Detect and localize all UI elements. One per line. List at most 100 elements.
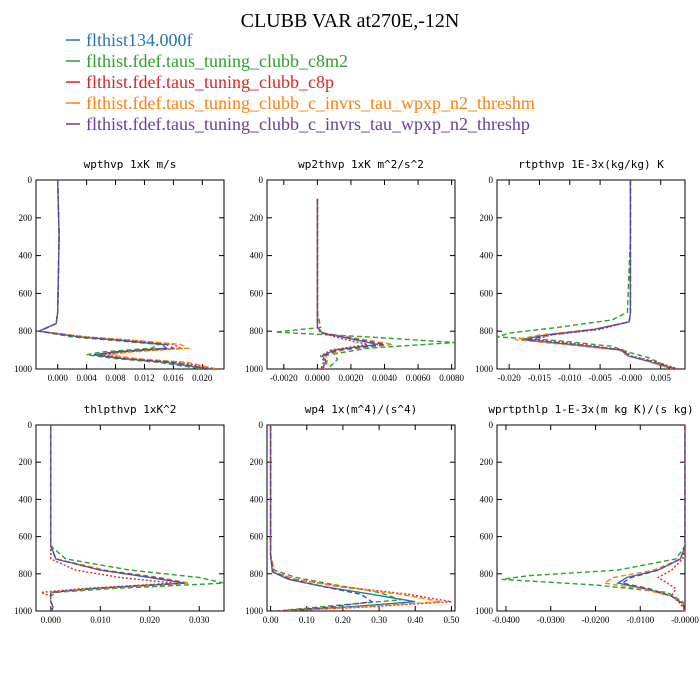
- series-line-5: [269, 425, 374, 611]
- x-tick-label: 0.008: [105, 373, 126, 383]
- y-tick-label: 1000: [14, 364, 33, 374]
- y-tick-label: 400: [19, 494, 33, 504]
- y-tick-label: 800: [250, 569, 264, 579]
- series-line-1: [50, 425, 185, 611]
- x-tick-label: -0.0200: [582, 615, 610, 625]
- y-tick-label: 600: [250, 288, 264, 298]
- series-line-1: [616, 425, 685, 611]
- panel-title: thlpthvp 1xK^2: [84, 403, 177, 416]
- x-tick-label: 0.0080: [439, 373, 464, 383]
- y-tick-label: 600: [480, 532, 494, 542]
- series-group: [269, 425, 452, 611]
- y-tick-label: 800: [480, 569, 494, 579]
- y-tick-label: 400: [19, 251, 33, 261]
- x-tick-label: 0.0040: [372, 373, 397, 383]
- x-tick-label: 0.0000: [305, 373, 330, 383]
- y-tick-label: 200: [480, 213, 494, 223]
- x-tick-label: 0.005: [651, 373, 672, 383]
- x-tick-label: 0.10: [299, 615, 315, 625]
- series-line-3: [316, 198, 368, 369]
- series-line-5: [36, 180, 210, 369]
- plot-frame: [35, 424, 225, 612]
- x-tick-label: -0.0400: [492, 615, 520, 625]
- series-line-3: [40, 425, 175, 611]
- x-tick-label: 0.016: [163, 373, 184, 383]
- x-tick-label: 0.010: [90, 615, 111, 625]
- x-tick-label: 0.020: [192, 373, 213, 383]
- y-tick-label: 0: [28, 420, 33, 430]
- y-tick-label: 800: [480, 326, 494, 336]
- y-tick-label: 400: [480, 251, 494, 261]
- series-line-1: [269, 425, 416, 611]
- y-tick-label: 1000: [475, 606, 494, 616]
- x-tick-label: -0.010: [558, 373, 582, 383]
- x-tick-label: 0.30: [371, 615, 387, 625]
- series-line-2: [501, 425, 685, 611]
- series-line-4: [36, 180, 217, 369]
- x-tick-label: 0.004: [76, 373, 97, 383]
- x-tick-label: 0.020: [140, 615, 161, 625]
- y-tick-label: 200: [19, 457, 33, 467]
- x-tick-label: -0.0300: [537, 615, 565, 625]
- panel-1: wpthvp 1xK m/s 0 200 400 600 800 1000 0.000 0.00…: [14, 158, 225, 383]
- series-line-4: [602, 425, 685, 611]
- y-tick-label: 0: [259, 420, 264, 430]
- y-tick-label: 0: [489, 420, 494, 430]
- y-tick-label: 200: [250, 457, 264, 467]
- panel-title: wp2thvp 1xK m^2/s^2: [298, 158, 424, 171]
- y-tick-label: 800: [250, 326, 264, 336]
- series-group: [40, 425, 224, 611]
- x-tick-label: 0.20: [335, 615, 351, 625]
- plot-frame: [266, 424, 456, 612]
- y-tick-label: 200: [19, 213, 33, 223]
- series-line-4: [269, 425, 441, 611]
- figure-title: CLUBB VAR at270E,-12N: [241, 10, 460, 32]
- plot-frame: [496, 424, 686, 612]
- x-tick-label: 0.00: [263, 615, 279, 625]
- x-tick-label: -0.0000: [671, 615, 699, 625]
- panel-title: wp4 1x(m^4)/(s^4): [305, 403, 418, 416]
- y-tick-label: 1000: [14, 606, 33, 616]
- x-tick-label: -0.000: [619, 373, 643, 383]
- panel-title: rtpthvp 1E-3x(kg/kg) K: [518, 158, 664, 171]
- legend: flthist134.000fflthist.fdef.taus_tuning_…: [66, 30, 535, 134]
- series-line-2: [269, 425, 402, 611]
- series-line-1: [316, 198, 378, 369]
- y-tick-label: 800: [19, 569, 33, 579]
- series-line-5: [316, 198, 385, 369]
- y-tick-label: 1000: [245, 364, 264, 374]
- series-group: [497, 180, 680, 369]
- y-tick-label: 600: [480, 288, 494, 298]
- legend-entry: flthist.fdef.taus_tuning_clubb_c8m2: [86, 51, 348, 71]
- legend-entry: flthist.fdef.taus_tuning_clubb_c_invrs_t…: [86, 114, 530, 134]
- plot-frame: [35, 179, 225, 370]
- series-line-4: [50, 425, 190, 611]
- panel-6: wprtpthlp 1-E-3x(m kg K)/(s kg) 0 200 400 60…: [475, 403, 699, 625]
- y-tick-label: 1000: [475, 364, 494, 374]
- series-line-1: [521, 180, 674, 369]
- y-tick-label: 0: [259, 175, 264, 185]
- x-tick-label: -0.015: [528, 373, 552, 383]
- panel-title: wprtpthlp 1-E-3x(m kg K)/(s kg): [488, 403, 693, 416]
- y-tick-label: 0: [489, 175, 494, 185]
- x-tick-label: -0.0100: [626, 615, 654, 625]
- series-line-3: [656, 425, 685, 611]
- y-tick-label: 1000: [245, 606, 264, 616]
- y-tick-label: 0: [28, 175, 33, 185]
- plot-frame: [266, 179, 456, 370]
- panel-4: thlpthvp 1xK^2 0 200 400 600 800 1000 0.000 0.01…: [14, 403, 225, 625]
- legend-entry: flthist.fdef.taus_tuning_clubb_c_invrs_t…: [86, 93, 535, 113]
- plot-frame: [496, 179, 686, 370]
- x-tick-label: 0.0020: [339, 373, 364, 383]
- series-line-5: [50, 425, 185, 611]
- y-tick-label: 200: [250, 213, 264, 223]
- x-tick-label: 0.000: [48, 373, 69, 383]
- x-tick-label: 0.0060: [406, 373, 431, 383]
- x-tick-label: -0.020: [498, 373, 522, 383]
- legend-entry: flthist134.000f: [86, 30, 193, 50]
- y-tick-label: 600: [19, 288, 33, 298]
- x-tick-label: 0.030: [189, 615, 210, 625]
- series-group: [275, 198, 455, 369]
- x-tick-label: -0.0020: [270, 373, 298, 383]
